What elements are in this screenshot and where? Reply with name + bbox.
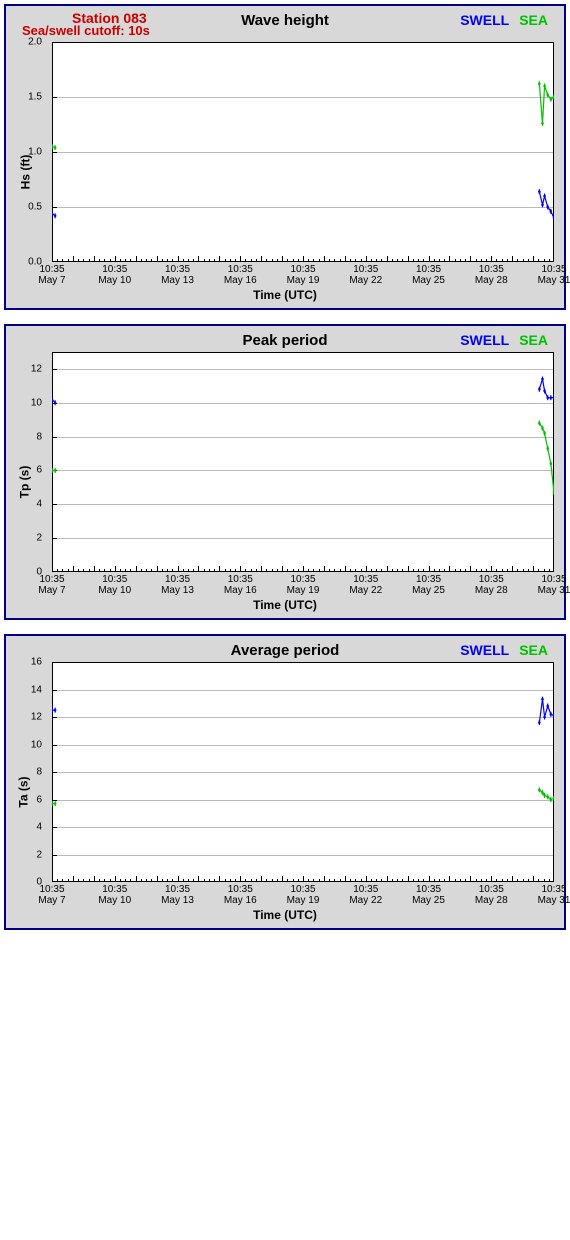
titlebar: Peak period SWELL SEA (12, 330, 558, 352)
x-tick-label: 10:35May 31 (538, 574, 570, 596)
y-tick-label: 6 (36, 465, 42, 476)
x-tick-label: 10:35May 10 (98, 574, 131, 596)
titlebar: Station 083Sea/swell cutoff: 10sWave hei… (12, 10, 558, 42)
y-tick-label: 8 (36, 767, 42, 778)
y-tick-label: 12 (31, 363, 42, 374)
x-tick-label: 10:35May 28 (475, 264, 508, 286)
x-tick-label: 10:35May 28 (475, 574, 508, 596)
chart-svg (52, 352, 554, 572)
y-tick-label: 4 (36, 499, 42, 510)
plot-area: 024681012 (52, 352, 554, 572)
x-tick-label: 10:35May 19 (287, 884, 320, 906)
x-tick-label: 10:35May 7 (38, 574, 65, 596)
y-tick-label: 8 (36, 431, 42, 442)
chart-title: Peak period (242, 332, 327, 349)
y-tick-label: 1.0 (28, 147, 42, 158)
x-axis-label: Time (UTC) (12, 598, 558, 612)
y-tick-label: 2.0 (28, 37, 42, 48)
x-tick-label: 10:35May 10 (98, 884, 131, 906)
x-tick-label: 10:35May 22 (349, 574, 382, 596)
plot-wrap: Tp (s) 02468101210:35May 7 10:35May 10 10:3… (12, 352, 558, 612)
legend-swell: SWELL (460, 332, 509, 348)
chart-svg (52, 42, 554, 262)
y-tick-label: 16 (31, 657, 42, 668)
x-tick-label: 10:35May 16 (224, 264, 257, 286)
chart-title: Wave height (241, 12, 329, 29)
legend-swell: SWELL (460, 642, 509, 658)
legend: SWELL SEA (460, 332, 548, 348)
x-tick-label: 10:35May 16 (224, 884, 257, 906)
titlebar: Average period SWELL SEA (12, 640, 558, 662)
y-tick-label: 14 (31, 684, 42, 695)
x-tick-label: 10:35May 13 (161, 264, 194, 286)
legend-sea: SEA (519, 12, 548, 28)
y-tick-label: 10 (31, 397, 42, 408)
plot-wrap: Ta (s) 024681012141610:35May 7 10:35May 10… (12, 662, 558, 922)
y-tick-label: 2 (36, 533, 42, 544)
x-tick-label: 10:35May 10 (98, 264, 131, 286)
legend-sea: SEA (519, 642, 548, 658)
y-tick-label: 4 (36, 822, 42, 833)
x-tick-label: 10:35May 25 (412, 264, 445, 286)
x-tick-label: 10:35May 7 (38, 884, 65, 906)
x-tick-label: 10:35May 22 (349, 884, 382, 906)
x-tick-label: 10:35May 19 (287, 574, 320, 596)
x-axis-label: Time (UTC) (12, 288, 558, 302)
x-tick-label: 10:35May 7 (38, 264, 65, 286)
plot-area: 0.00.51.01.52.0 (52, 42, 554, 262)
x-tick-label: 10:35May 28 (475, 884, 508, 906)
x-tick-label: 10:35May 31 (538, 264, 570, 286)
chart-svg (52, 662, 554, 882)
y-tick-label: 6 (36, 794, 42, 805)
y-tick-label: 0.5 (28, 202, 42, 213)
y-tick-label: 2 (36, 849, 42, 860)
x-tick-label: 10:35May 25 (412, 884, 445, 906)
x-axis-label: Time (UTC) (12, 908, 558, 922)
y-tick-label: 1.5 (28, 92, 42, 103)
plot-area: 0246810121416 (52, 662, 554, 882)
y-axis-label: Tp (s) (17, 466, 31, 499)
chart-panel-average-period: Average period SWELL SEA Ta (s) 024681012141… (4, 634, 566, 930)
legend: SWELL SEA (460, 642, 548, 658)
y-tick-label: 10 (31, 739, 42, 750)
y-axis-label: Hs (ft) (18, 155, 32, 190)
legend-sea: SEA (519, 332, 548, 348)
legend-swell: SWELL (460, 12, 509, 28)
x-tick-label: 10:35May 13 (161, 884, 194, 906)
y-axis-label: Ta (s) (17, 776, 31, 807)
chart-panel-peak-period: Peak period SWELL SEA Tp (s) 02468101210:35M… (4, 324, 566, 620)
x-tick-label: 10:35May 16 (224, 574, 257, 596)
plot-wrap: Hs (ft) 0.00.51.01.52.010:35May 7 10:35May… (12, 42, 558, 302)
y-tick-label: 12 (31, 712, 42, 723)
x-tick-label: 10:35May 22 (349, 264, 382, 286)
chart-panel-wave-height: Station 083Sea/swell cutoff: 10sWave hei… (4, 4, 566, 310)
legend: SWELL SEA (460, 12, 548, 28)
x-tick-label: 10:35May 19 (287, 264, 320, 286)
x-tick-label: 10:35May 25 (412, 574, 445, 596)
chart-title: Average period (231, 642, 340, 659)
x-tick-label: 10:35May 31 (538, 884, 570, 906)
x-tick-label: 10:35May 13 (161, 574, 194, 596)
